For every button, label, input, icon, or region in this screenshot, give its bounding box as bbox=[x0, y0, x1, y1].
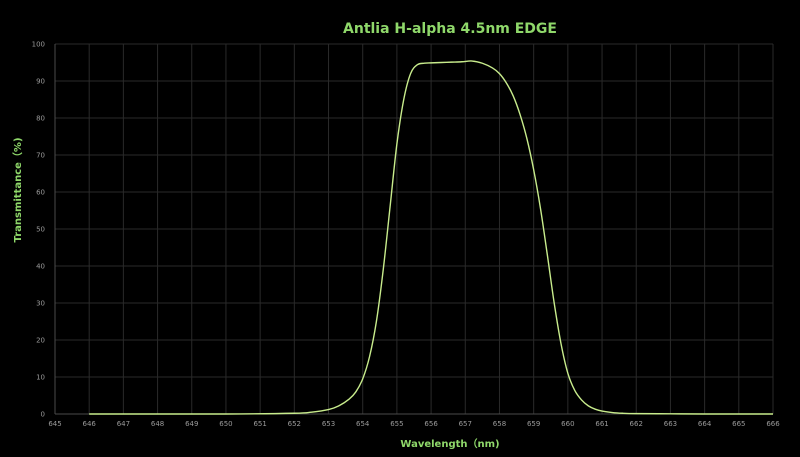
x-tick-label: 645 bbox=[48, 420, 61, 428]
x-tick-label: 646 bbox=[83, 420, 97, 428]
x-tick-label: 652 bbox=[288, 420, 301, 428]
y-tick-label: 50 bbox=[36, 226, 45, 234]
x-tick-label: 657 bbox=[459, 420, 472, 428]
y-tick-label: 20 bbox=[36, 337, 45, 345]
y-tick-label: 80 bbox=[36, 115, 45, 123]
x-tick-label: 655 bbox=[390, 420, 403, 428]
y-tick-label: 30 bbox=[36, 300, 45, 308]
x-tick-label: 662 bbox=[630, 420, 643, 428]
x-tick-label: 663 bbox=[664, 420, 677, 428]
grid bbox=[55, 43, 774, 414]
x-tick-label: 647 bbox=[117, 420, 130, 428]
x-tick-label: 659 bbox=[527, 420, 540, 428]
x-tick-label: 661 bbox=[595, 420, 608, 428]
y-tick-label: 40 bbox=[36, 263, 45, 271]
x-tick-label: 664 bbox=[698, 420, 712, 428]
labels: Antlia H-alpha 4.5nm EDGE Wavelength（nm)… bbox=[11, 21, 557, 450]
transmittance-series-line bbox=[89, 60, 773, 415]
x-tick-label: 650 bbox=[219, 420, 232, 428]
x-axis-title: Wavelength（nm) bbox=[400, 437, 499, 450]
x-tick-label: 649 bbox=[185, 420, 198, 428]
y-tick-label: 100 bbox=[32, 41, 45, 49]
x-tick-label: 648 bbox=[151, 420, 164, 428]
chart-title: Antlia H-alpha 4.5nm EDGE bbox=[343, 21, 557, 37]
x-tick-label: 653 bbox=[322, 420, 335, 428]
x-tick-label: 656 bbox=[424, 420, 438, 428]
x-tick-label: 658 bbox=[493, 420, 506, 428]
series bbox=[89, 60, 773, 415]
y-tick-label: 70 bbox=[36, 152, 45, 160]
x-tick-label: 651 bbox=[253, 420, 266, 428]
y-tick-label: 10 bbox=[36, 374, 45, 382]
x-tick-label: 654 bbox=[356, 420, 370, 428]
y-tick-label: 90 bbox=[36, 78, 45, 86]
y-tick-label: 0 bbox=[41, 411, 45, 419]
x-tick-label: 660 bbox=[561, 420, 574, 428]
y-axis-title: Transmittance（%) bbox=[11, 137, 24, 242]
y-tick-label: 60 bbox=[36, 189, 45, 197]
x-tick-label: 666 bbox=[766, 420, 780, 428]
x-tick-label: 665 bbox=[732, 420, 745, 428]
